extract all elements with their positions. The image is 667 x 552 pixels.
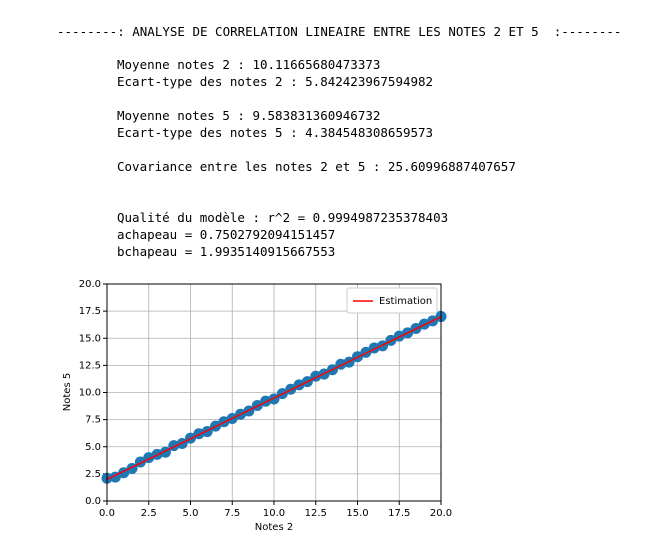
y-tick-label: 2.5 (85, 469, 101, 480)
output-line: Ecart-type des notes 2 : 5.8424239675949… (117, 74, 434, 89)
plot-frame (106, 283, 442, 502)
cut-axis-label: Notes 2 (255, 0, 293, 3)
x-tick-label: 10.0 (263, 508, 285, 519)
output-line: Covariance entre les notes 2 et 5 : 25.6… (117, 159, 516, 174)
x-tick-label: 17.5 (388, 508, 410, 519)
legend-box (346, 287, 438, 314)
x-tick-label: 0.0 (99, 508, 115, 519)
x-tick-label: 20.0 (430, 508, 452, 519)
x-tick-label: 5.0 (183, 508, 199, 519)
x-tick-label: 2.5 (141, 508, 157, 519)
x-tick-label: 12.5 (305, 508, 327, 519)
output-header: --------: ANALYSE DE CORRELATION LINEAIR… (57, 24, 622, 39)
output-line: bchapeau = 1.9935140915667553 (117, 244, 336, 259)
x-tick-label: 7.5 (224, 508, 240, 519)
y-tick-label: 20.0 (79, 279, 101, 290)
output-line: Qualité du modèle : r^2 = 0.999498723537… (117, 210, 449, 225)
x-tick-label: 15.0 (346, 508, 368, 519)
output-line: Ecart-type des notes 5 : 4.3845483086595… (117, 125, 434, 140)
y-tick-label: 12.5 (79, 360, 101, 371)
y-tick-label: 5.0 (85, 442, 101, 453)
y-axis-label: Notes 5 (62, 373, 73, 411)
regression-line (106, 315, 442, 481)
x-axis-label: Notes 2 (255, 522, 293, 533)
y-tick-label: 10.0 (79, 388, 101, 399)
legend-label: Estimation (379, 296, 432, 307)
y-tick-label: 17.5 (79, 306, 101, 317)
output-line: achapeau = 0.7502792094151457 (117, 227, 336, 242)
y-tick-label: 7.5 (85, 415, 101, 426)
y-tick-label: 0.0 (85, 496, 101, 507)
output-line: Moyenne notes 2 : 10.11665680473373 (117, 57, 381, 72)
y-tick-label: 15.0 (79, 333, 101, 344)
output-line: Moyenne notes 5 : 9.583831360946732 (117, 108, 381, 123)
